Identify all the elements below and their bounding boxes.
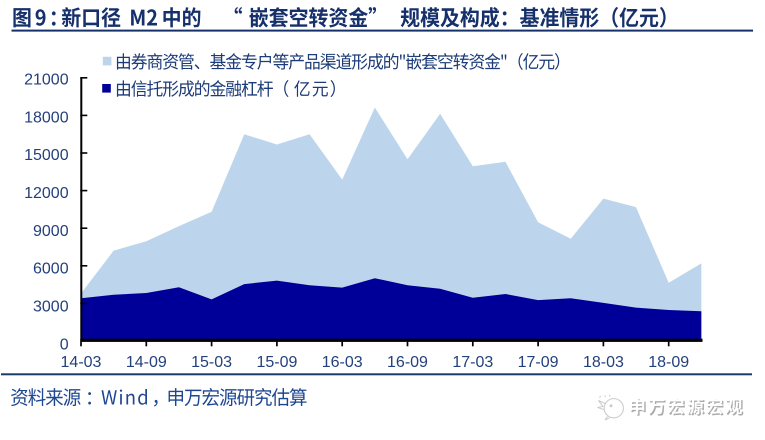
- svg-text:15-03: 15-03: [191, 354, 232, 371]
- svg-text:14-03: 14-03: [61, 354, 102, 371]
- svg-text:14-09: 14-09: [126, 354, 167, 371]
- svg-text:15000: 15000: [24, 147, 69, 164]
- svg-text:9000: 9000: [33, 223, 69, 240]
- svg-text:18-03: 18-03: [583, 354, 624, 371]
- svg-text:3000: 3000: [33, 299, 69, 316]
- svg-text:18-09: 18-09: [648, 354, 689, 371]
- svg-text:18000: 18000: [24, 109, 69, 126]
- svg-text:16-09: 16-09: [387, 354, 428, 371]
- svg-text:17-09: 17-09: [518, 354, 559, 371]
- svg-text:6000: 6000: [33, 261, 69, 278]
- svg-text:12000: 12000: [24, 185, 69, 202]
- svg-text:21000: 21000: [24, 71, 69, 88]
- svg-text:15-09: 15-09: [256, 354, 297, 371]
- svg-text:0: 0: [60, 336, 69, 353]
- svg-text:17-03: 17-03: [452, 354, 493, 371]
- svg-text:16-03: 16-03: [322, 354, 363, 371]
